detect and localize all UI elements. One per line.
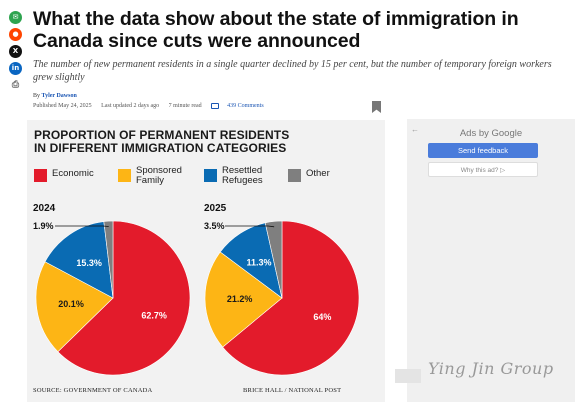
- data-label-resettled-refugees: 15.3%: [76, 258, 102, 268]
- data-label-sponsored-family: 21.2%: [227, 294, 253, 304]
- comments-link[interactable]: 439 Comments: [211, 103, 272, 109]
- legend-label-line2: Refugees: [222, 175, 263, 186]
- headline: What the data show about the state of im…: [33, 8, 519, 52]
- article-deck: The number of new permanent residents in…: [33, 59, 552, 83]
- comment-icon: [211, 103, 220, 109]
- watermark: Ying Jin Group: [428, 359, 554, 378]
- data-label-economic: 62.7%: [141, 310, 167, 320]
- slice-sponsored-family: [204, 251, 283, 348]
- x-icon[interactable]: X: [9, 45, 22, 58]
- legend-swatch: [204, 169, 217, 182]
- other-share-2024: 1.9%: [33, 221, 54, 231]
- credit-note: BRICE HALL / NATIONAL POST: [243, 387, 342, 394]
- slice-economic: [222, 220, 360, 376]
- why-this-ad-link[interactable]: Why this ad? ▷: [428, 162, 538, 177]
- byline-prefix: By: [33, 93, 41, 99]
- slice-other: [264, 220, 283, 299]
- data-label-economic: 64%: [313, 312, 331, 322]
- infographic: PROPORTION OF PERMANENT RESIDENTS IN DIF…: [27, 120, 385, 402]
- pie-chart-2024: 62.7% 20.1% 15.3%: [35, 220, 191, 376]
- article-meta: Published May 24, 2025 Last updated 2 da…: [33, 103, 280, 109]
- legend-label: Resettled Refugees: [222, 166, 263, 186]
- legend-swatch: [118, 169, 131, 182]
- watermark-bar: [395, 369, 421, 383]
- other-share-2025: 3.5%: [204, 221, 225, 231]
- slice-other: [103, 220, 114, 299]
- source-note: SOURCE: GOVERNMENT OF CANADA: [33, 387, 153, 394]
- legend-label-line1: Sponsored: [136, 165, 182, 176]
- legend-label-line2: Family: [136, 175, 164, 186]
- bookmark-icon[interactable]: [372, 101, 381, 113]
- linkedin-icon[interactable]: in: [9, 62, 22, 75]
- data-label-sponsored-family: 20.1%: [58, 299, 84, 309]
- slice-resettled-refugees: [44, 221, 114, 299]
- byline: By Tyler Dawson: [33, 93, 77, 99]
- comments-count: 439 Comments: [227, 103, 264, 110]
- slice-economic: [57, 220, 191, 376]
- reddit-icon[interactable]: ●: [9, 28, 22, 41]
- other-leader-line: [55, 225, 109, 227]
- author-link[interactable]: Tyler Dawson: [41, 93, 77, 99]
- year-label-2024: 2024: [33, 203, 56, 214]
- print-icon[interactable]: ⎙: [9, 79, 22, 92]
- legend: Economic Sponsored Family Resettled Refu…: [34, 166, 379, 192]
- legend-label: Sponsored Family: [136, 166, 182, 186]
- infographic-title-line1: PROPORTION OF PERMANENT RESIDENTS: [34, 128, 290, 142]
- updated-date: Last updated 2 days ago: [101, 103, 160, 110]
- email-icon[interactable]: ✉: [9, 11, 22, 24]
- legend-label: Other: [306, 168, 330, 179]
- data-label-resettled-refugees: 11.3%: [246, 257, 271, 267]
- infographic-title: PROPORTION OF PERMANENT RESIDENTS IN DIF…: [34, 129, 289, 155]
- back-arrow-icon[interactable]: ←: [411, 125, 419, 134]
- year-label-2025: 2025: [204, 203, 227, 214]
- ad-panel: ← Ads by Google Send feedback Why this a…: [407, 119, 575, 402]
- legend-label: Economic: [52, 168, 94, 179]
- infographic-title-line2: IN DIFFERENT IMMIGRATION CATEGORIES: [34, 141, 287, 155]
- legend-label-line1: Resettled: [222, 165, 263, 176]
- pie-chart-2025: 64% 21.2% 11.3%: [204, 220, 360, 376]
- legend-swatch: [34, 169, 47, 182]
- slice-sponsored-family: [35, 261, 114, 353]
- ads-by-google-label: Ads by Google: [459, 128, 523, 139]
- read-time: 7 minute read: [168, 103, 202, 110]
- other-leader-line: [225, 225, 275, 228]
- send-feedback-button[interactable]: Send feedback: [428, 143, 538, 158]
- published-date: Published May 24, 2025: [33, 103, 92, 110]
- legend-swatch: [288, 169, 301, 182]
